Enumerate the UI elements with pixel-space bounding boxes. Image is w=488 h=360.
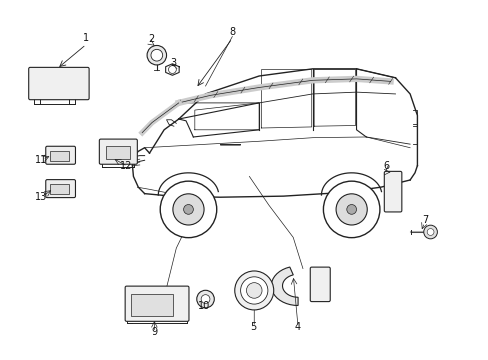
Text: 12: 12 xyxy=(120,161,133,171)
Circle shape xyxy=(323,181,379,238)
Text: 3: 3 xyxy=(170,58,177,68)
FancyBboxPatch shape xyxy=(384,171,401,212)
Text: 2: 2 xyxy=(147,34,154,44)
FancyBboxPatch shape xyxy=(125,286,188,321)
Text: 9: 9 xyxy=(151,327,157,337)
Text: 8: 8 xyxy=(229,27,235,37)
FancyBboxPatch shape xyxy=(46,146,75,164)
Circle shape xyxy=(183,204,193,214)
Circle shape xyxy=(246,283,262,298)
Text: 5: 5 xyxy=(250,322,256,332)
Circle shape xyxy=(151,49,163,61)
Text: 6: 6 xyxy=(383,161,389,171)
Text: 10: 10 xyxy=(198,301,210,311)
Circle shape xyxy=(346,204,356,214)
Circle shape xyxy=(234,271,273,310)
FancyBboxPatch shape xyxy=(309,267,329,302)
Bar xyxy=(50,150,69,161)
Circle shape xyxy=(201,295,209,303)
Circle shape xyxy=(196,290,214,308)
Text: 1: 1 xyxy=(83,33,89,43)
Text: 11: 11 xyxy=(35,155,47,165)
Bar xyxy=(50,184,69,194)
Circle shape xyxy=(147,45,166,65)
Text: 7: 7 xyxy=(422,215,428,225)
Text: 13: 13 xyxy=(35,192,47,202)
Bar xyxy=(105,145,130,159)
Circle shape xyxy=(423,225,436,239)
Bar xyxy=(131,294,173,316)
FancyBboxPatch shape xyxy=(29,67,89,100)
FancyBboxPatch shape xyxy=(99,139,137,164)
Circle shape xyxy=(240,277,267,304)
Circle shape xyxy=(160,181,216,238)
Circle shape xyxy=(335,194,366,225)
Polygon shape xyxy=(271,267,298,306)
Text: 4: 4 xyxy=(294,322,301,332)
FancyBboxPatch shape xyxy=(46,180,75,198)
Circle shape xyxy=(168,66,176,73)
Circle shape xyxy=(427,229,433,235)
Circle shape xyxy=(173,194,203,225)
